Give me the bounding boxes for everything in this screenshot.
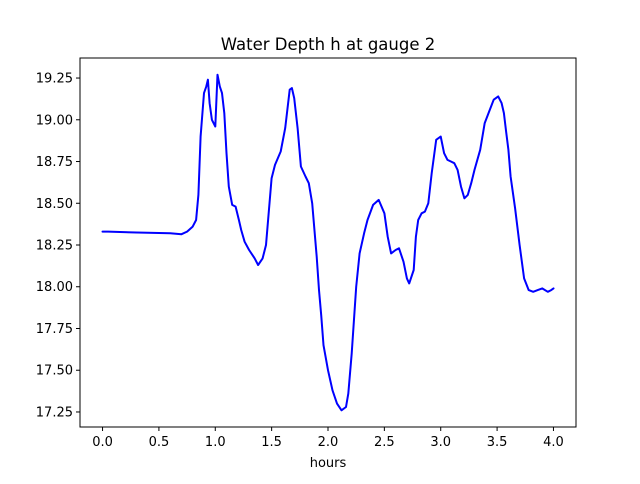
x-tick-label: 2.5 — [374, 435, 395, 450]
y-tick-label: 18.50 — [36, 197, 73, 212]
x-tick-label: 1.0 — [205, 435, 226, 450]
y-axis-ticks: 17.25 17.50 17.75 18.00 18.25 18.50 18.75 19.00… — [36, 72, 80, 420]
x-tick-label: 3.5 — [487, 435, 508, 450]
y-tick-label: 19.00 — [36, 113, 73, 128]
y-tick-label: 19.25 — [36, 72, 73, 87]
series-line — [101, 73, 555, 412]
x-tick-label: 4.0 — [543, 435, 564, 450]
x-tick-label: 0.0 — [92, 435, 113, 450]
x-axis-ticks: 0.0 0.5 1.0 1.5 2.0 2.5 3.0 3.5 4.0 — [92, 427, 564, 450]
x-tick-label: 2.0 — [318, 435, 339, 450]
x-axis-label: hours — [310, 456, 347, 471]
x-tick-label: 0.5 — [149, 435, 170, 450]
chart-title: Water Depth h at gauge 2 — [221, 35, 435, 54]
y-tick-label: 18.00 — [36, 280, 73, 295]
y-tick-label: 18.75 — [36, 155, 73, 170]
plot-frame — [79, 57, 577, 428]
y-tick-label: 17.25 — [36, 405, 73, 420]
y-tick-label: 17.50 — [36, 364, 73, 379]
x-tick-label: 3.0 — [430, 435, 451, 450]
x-tick-label: 1.5 — [261, 435, 282, 450]
y-tick-label: 17.75 — [36, 322, 73, 337]
y-tick-label: 18.25 — [36, 239, 73, 254]
